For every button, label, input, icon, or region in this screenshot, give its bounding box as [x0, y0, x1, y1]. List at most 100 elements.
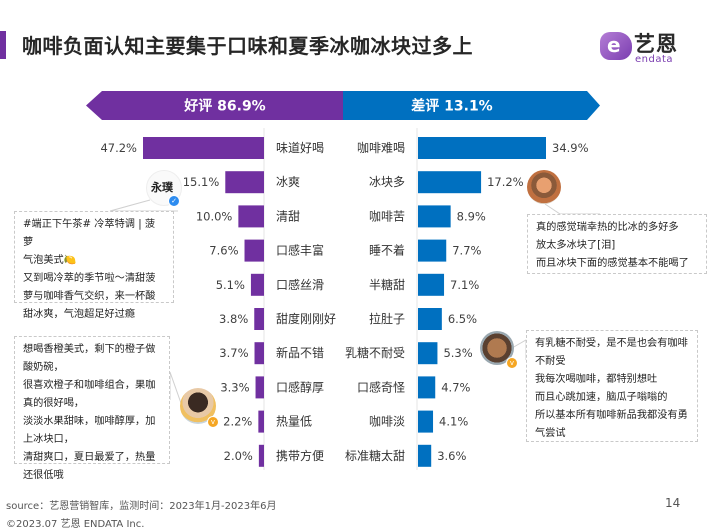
negative-value-label: 4.1% [439, 415, 468, 429]
comment-line: 甜冰爽，气泡超足好过瘾 [23, 309, 136, 320]
positive-category-label: 味道好喝 [276, 141, 324, 155]
source-note: source：艺恩营销智库，监测时间：2023年1月-2023年6月 [6, 501, 277, 512]
positive-category-label: 口感丰富 [276, 243, 324, 258]
logo-cn-text: 艺恩 [634, 32, 678, 56]
comment-line: 有乳糖不耐受，是不是也会有咖啡 [535, 338, 688, 349]
negative-value-label: 5.3% [443, 346, 472, 360]
negative-value-label: 8.9% [457, 209, 486, 223]
avatar-text: 永璞 [151, 181, 173, 194]
comment-line: 真的很好喝， [23, 398, 85, 409]
negative-bar [418, 444, 432, 467]
positive-category-label: 清甜 [276, 209, 300, 223]
negative-category-label: 冰块多 [369, 175, 405, 189]
negative-category-label: 咖啡难喝 [357, 140, 405, 155]
positive-bars: 47.2% 味道好喝 15.1% 冰爽 10.0% 清甜 7.6% 口感丰富 5.1% 口感丝滑 3… [100, 137, 336, 467]
negative-banner-label: 差评 13.1% [411, 98, 492, 115]
verified-badge-icon: ✓ [168, 195, 180, 207]
negative-bar [418, 308, 442, 330]
positive-value-label: 7.6% [209, 244, 238, 258]
positive-value-label: 3.3% [220, 380, 249, 394]
positive-value-label: 3.8% [219, 312, 248, 326]
negative-bars: 34.9% 咖啡难喝 17.2% 冰块多 8.9% 咖啡苦 7.7% 睡不着 7.1% 半糖甜 6.… [345, 137, 589, 467]
negative-value-label: 34.9% [552, 141, 589, 155]
positive-bar [225, 171, 264, 194]
positive-category-label: 冰爽 [276, 175, 300, 189]
positive-bar [258, 444, 264, 467]
negative-bar [418, 273, 445, 296]
negative-bar [418, 342, 438, 365]
positive-bar [250, 273, 264, 296]
positive-value-label: 47.2% [100, 141, 137, 155]
negative-value-label: 7.7% [452, 244, 481, 258]
comment-connector [544, 203, 600, 215]
title-accent-bar [0, 31, 6, 59]
positive-category-label: 口感醇厚 [276, 379, 324, 394]
negative-category-label: 口感奇怪 [357, 379, 405, 394]
positive-category-label: 热量低 [276, 415, 312, 429]
negative-category-label: 睡不着 [369, 243, 405, 258]
comment-line: 不耐受 [535, 356, 566, 367]
negative-bar [418, 205, 451, 228]
positive-banner-label: 好评 86.9% [183, 98, 265, 115]
negative-bar [418, 410, 434, 433]
comment-line: 又到喝冷萃的季节啦～清甜菠 [23, 273, 156, 284]
comment-line: 萝与咖啡香气交织，来一杯酸 [23, 291, 156, 302]
comment-line: 真的感觉瑞幸热的比冰的多好多 [536, 222, 679, 233]
comment-line: 放太多冰块了[泪] [536, 240, 616, 251]
positive-value-label: 2.2% [223, 415, 252, 429]
positive-bar [238, 205, 264, 228]
negative-value-label: 7.1% [450, 278, 479, 292]
positive-value-label: 5.1% [216, 278, 245, 292]
positive-value-label: 3.7% [219, 346, 248, 360]
verified-badge-icon: v [207, 416, 219, 428]
comment-line: 酸奶碗， [23, 362, 64, 373]
comment-line: 气尝试 [535, 428, 566, 439]
negative-banner [343, 91, 600, 120]
comment-line: 而且冰块下面的感觉基本不能喝了 [536, 258, 689, 269]
comment-line: 上冰块口， [23, 434, 74, 445]
negative-value-label: 6.5% [448, 312, 477, 326]
logo-en-text: endata [635, 54, 674, 65]
positive-value-label: 10.0% [196, 209, 233, 223]
comment-bubble-3: 真的感觉瑞幸热的比冰的多好多 放太多冰块了[泪] 而且冰块下面的感觉基本不能喝了 [527, 214, 707, 274]
endata-logo: e 艺恩 endata [600, 28, 695, 68]
negative-category-label: 咖啡苦 [369, 208, 405, 223]
comment-line: 而且心跳加速，脑瓜子嗡嗡的 [535, 392, 668, 403]
comment-line: 所以基本所有咖啡新品我都没有勇 [535, 410, 688, 421]
negative-category-label: 乳糖不耐受 [345, 345, 405, 360]
positive-category-label: 携带方便 [276, 448, 324, 463]
negative-value-label: 3.6% [437, 449, 466, 463]
comment-line: 气泡美式🍋 [23, 255, 77, 266]
positive-bar [255, 376, 264, 399]
positive-bar [254, 308, 264, 330]
verified-badge-icon: v [506, 357, 518, 369]
comment-bubble-2: 想喝香橙美式，剩下的橙子做 酸奶碗， 很喜欢橙子和咖啡组合，果咖 真的很好喝， … [14, 336, 170, 481]
negative-bar [418, 137, 546, 159]
positive-value-label: 15.1% [183, 175, 220, 189]
comment-line: 清甜爽口，夏日最爱了，热量 [23, 452, 156, 463]
logo-glyph: e [607, 33, 621, 57]
negative-category-label: 半糖甜 [369, 277, 405, 292]
copyright: ©2023.07 艺恩 ENDATA Inc. [6, 519, 145, 530]
positive-category-label: 甜度刚刚好 [276, 311, 336, 326]
comment-bubble-4: 有乳糖不耐受，是不是也会有咖啡 不耐受 我每次喝咖啡，都特别想吐 而且心跳加速，… [526, 330, 698, 442]
page-number: 14 [665, 496, 681, 510]
comment-line: 很喜欢橙子和咖啡组合，果咖 [23, 380, 156, 391]
positive-bar [254, 342, 264, 365]
avatar-user-3 [527, 170, 561, 204]
negative-bar [418, 171, 482, 194]
negative-category-label: 拉肚子 [369, 311, 405, 326]
positive-bar [258, 410, 264, 433]
endata-logo-icon: e [600, 32, 632, 60]
positive-bar [244, 239, 264, 262]
negative-value-label: 4.7% [441, 380, 470, 394]
positive-banner [86, 91, 343, 120]
comment-line: 还很低哦 [23, 470, 64, 481]
comment-line: 淡淡水果甜味，咖啡醇厚，加 [23, 416, 156, 427]
positive-category-label: 新品不错 [276, 345, 324, 360]
comment-line: 想喝香橙美式，剩下的橙子做 [23, 344, 156, 355]
positive-category-label: 口感丝滑 [276, 277, 324, 292]
negative-category-label: 标准糖太甜 [345, 448, 405, 463]
negative-bar [418, 239, 447, 262]
